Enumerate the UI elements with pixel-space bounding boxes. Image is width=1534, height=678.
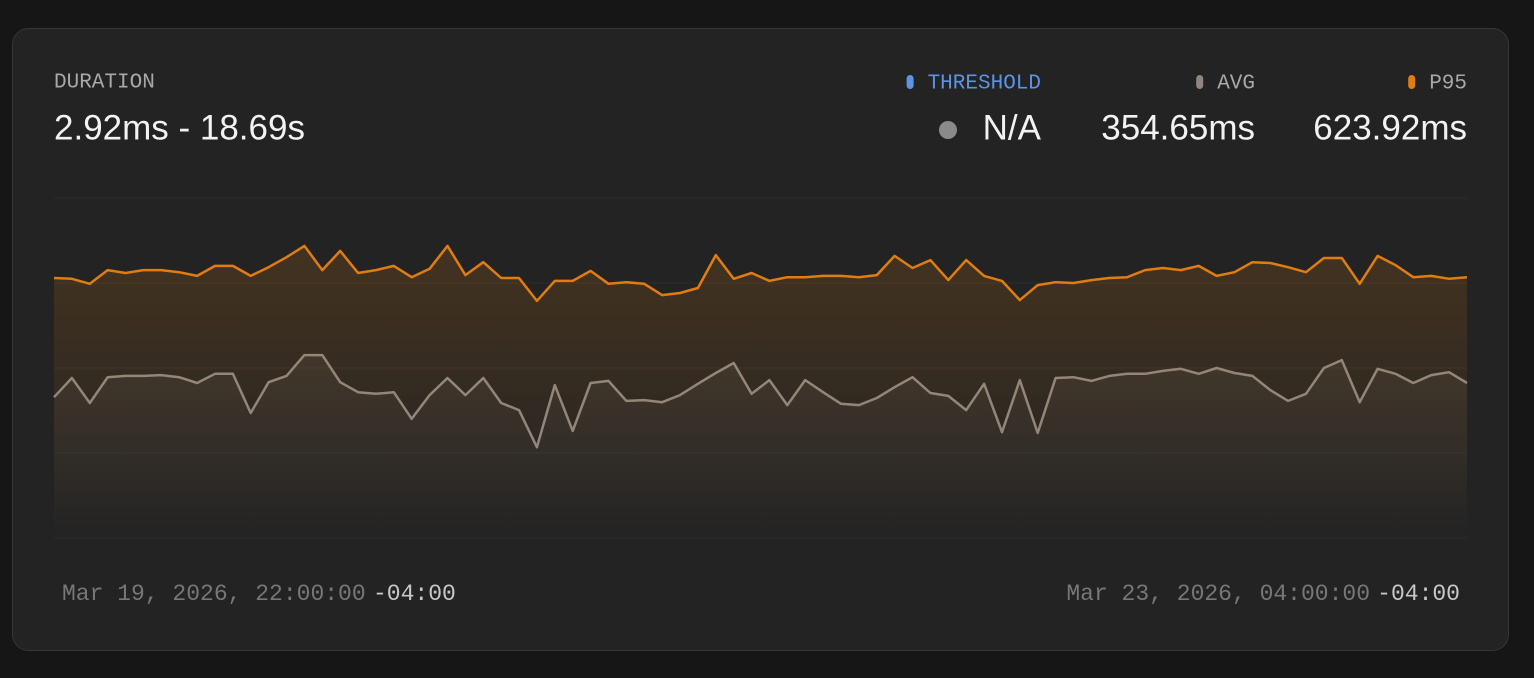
x-tick-timezone: -04:00 bbox=[1377, 581, 1460, 607]
chart-title: DURATION bbox=[54, 72, 155, 95]
x-tick-timezone: -04:00 bbox=[373, 581, 456, 607]
x-tick-label: Mar 19, 2026, 22:00:00 bbox=[62, 581, 366, 607]
legend-label: THRESHOLD bbox=[928, 73, 1041, 96]
legend-label: AVG bbox=[1217, 73, 1255, 96]
info-icon bbox=[939, 121, 957, 139]
legend: THRESHOLD N/A AVG 354.65ms P95 623.92ms bbox=[906, 73, 1467, 147]
area bbox=[54, 245, 1467, 538]
line bbox=[53, 244, 1468, 303]
legend-swatch bbox=[1408, 75, 1416, 89]
legend-swatch bbox=[906, 75, 914, 89]
x-tick-label: Mar 23, 2026, 04:00:00 bbox=[1066, 581, 1370, 607]
legend-stat: 623.92ms bbox=[1313, 108, 1467, 147]
legend-stat: N/A bbox=[983, 108, 1042, 147]
legend-swatch bbox=[1196, 75, 1204, 89]
plot bbox=[53, 197, 1468, 539]
legend-label: P95 bbox=[1429, 73, 1467, 96]
range: 2.92ms - 18.69s bbox=[54, 108, 305, 147]
legend-stat: 354.65ms bbox=[1101, 108, 1255, 147]
